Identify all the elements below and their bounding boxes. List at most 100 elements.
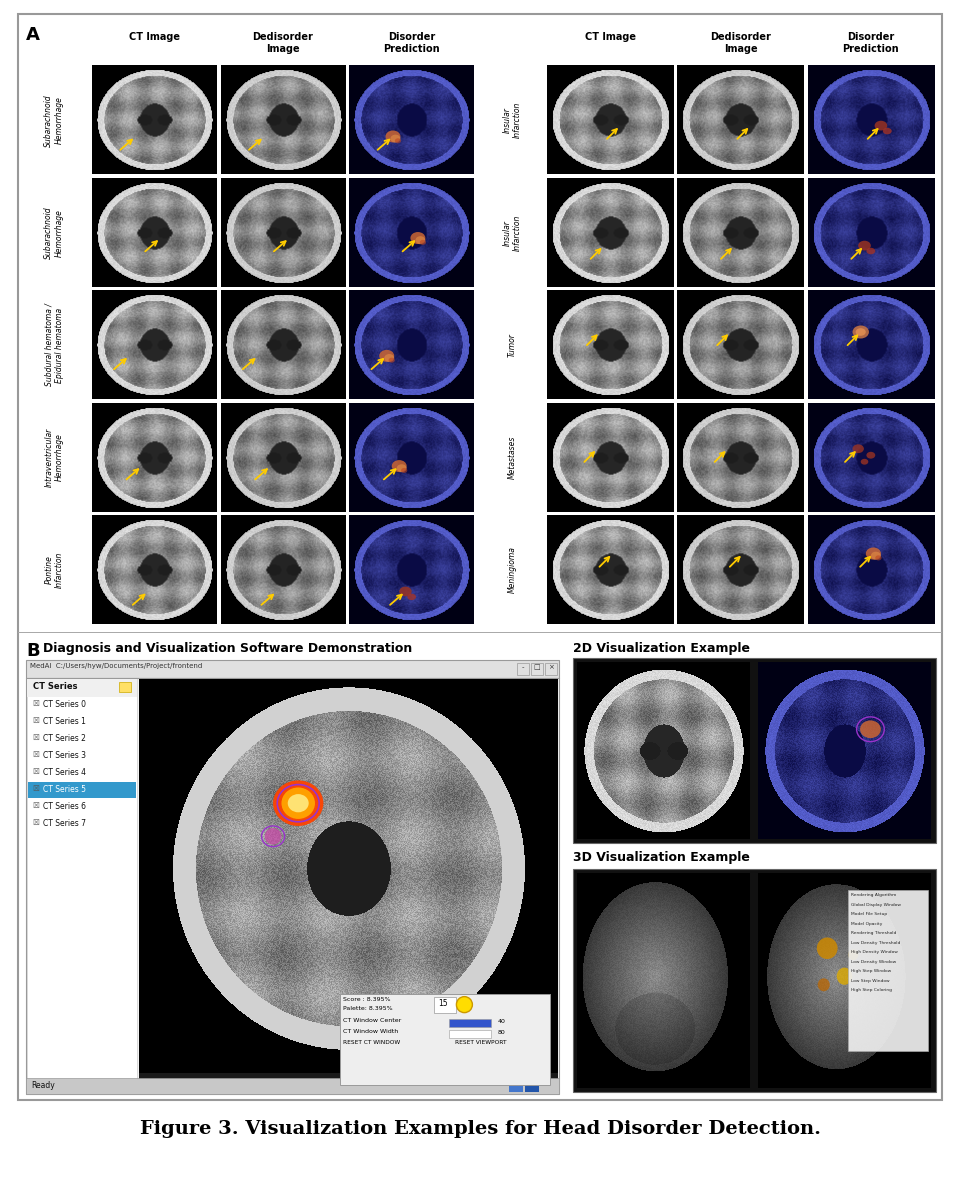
Text: Low Density Threshold: Low Density Threshold bbox=[851, 941, 900, 944]
Text: CT Series 6: CT Series 6 bbox=[43, 802, 86, 811]
Ellipse shape bbox=[837, 967, 852, 985]
Bar bbox=[27, 679, 137, 1093]
Bar bbox=[28, 782, 136, 798]
Text: 2D Visualization Example: 2D Visualization Example bbox=[573, 642, 750, 655]
Text: CT Image: CT Image bbox=[585, 32, 636, 42]
Text: Pontine
Infarction: Pontine Infarction bbox=[44, 552, 63, 588]
Text: 3D: 3D bbox=[532, 1081, 542, 1087]
Text: CT Series 3: CT Series 3 bbox=[43, 751, 86, 760]
Bar bbox=[545, 662, 557, 674]
Ellipse shape bbox=[420, 240, 426, 245]
Bar bbox=[26, 660, 559, 678]
Ellipse shape bbox=[861, 458, 868, 464]
Ellipse shape bbox=[416, 236, 425, 244]
Text: ☒: ☒ bbox=[32, 818, 38, 827]
Text: Rendering Threshold: Rendering Threshold bbox=[851, 931, 897, 935]
Text: A: A bbox=[26, 26, 40, 44]
Text: ⚡: ⚡ bbox=[516, 1081, 521, 1087]
Ellipse shape bbox=[288, 794, 309, 812]
Bar bbox=[139, 679, 558, 1093]
Text: Meningioma: Meningioma bbox=[508, 546, 517, 593]
Text: CT Series 5: CT Series 5 bbox=[43, 785, 86, 794]
Text: Low Step Window: Low Step Window bbox=[851, 979, 890, 983]
Text: CT Series 1: CT Series 1 bbox=[43, 716, 85, 726]
Text: Rendering Algorithm: Rendering Algorithm bbox=[851, 893, 897, 898]
Text: ☒: ☒ bbox=[32, 767, 38, 776]
Ellipse shape bbox=[273, 780, 324, 826]
Ellipse shape bbox=[265, 828, 281, 845]
Bar bbox=[449, 1019, 491, 1027]
Bar bbox=[26, 678, 559, 1094]
Ellipse shape bbox=[379, 350, 395, 362]
Bar bbox=[26, 1078, 559, 1094]
Text: ×: × bbox=[548, 664, 554, 670]
Text: 3D Visualization Example: 3D Visualization Example bbox=[573, 851, 750, 864]
Text: Dedisorder
Image: Dedisorder Image bbox=[710, 32, 771, 54]
Bar bbox=[525, 1080, 539, 1092]
Text: High Step Window: High Step Window bbox=[851, 970, 891, 973]
Text: CT Series 7: CT Series 7 bbox=[43, 818, 86, 828]
Text: Dedisorder
Image: Dedisorder Image bbox=[252, 32, 313, 54]
Ellipse shape bbox=[871, 552, 881, 559]
Bar bbox=[434, 997, 456, 1013]
Text: Subarachnoid
Hemorrhage: Subarachnoid Hemorrhage bbox=[44, 206, 63, 259]
Text: Model Opacity: Model Opacity bbox=[851, 922, 882, 925]
Bar bbox=[517, 662, 529, 674]
Text: CT Window Width: CT Window Width bbox=[343, 1028, 398, 1033]
Text: Insular
Infarction: Insular Infarction bbox=[503, 102, 522, 138]
Text: Low Density Window: Low Density Window bbox=[851, 960, 897, 964]
Ellipse shape bbox=[384, 354, 395, 362]
Bar bbox=[27, 679, 137, 697]
Ellipse shape bbox=[876, 556, 881, 560]
Bar bbox=[509, 1080, 523, 1092]
Ellipse shape bbox=[883, 127, 892, 134]
Bar bbox=[340, 994, 550, 1085]
Ellipse shape bbox=[391, 134, 400, 143]
Bar bbox=[449, 1030, 491, 1038]
Ellipse shape bbox=[401, 468, 407, 473]
Text: ☒: ☒ bbox=[32, 802, 38, 810]
Text: Figure 3. Visualization Examples for Head Disorder Detection.: Figure 3. Visualization Examples for Hea… bbox=[139, 1120, 821, 1138]
Ellipse shape bbox=[867, 247, 876, 254]
Text: CT Series 2: CT Series 2 bbox=[43, 734, 85, 743]
Ellipse shape bbox=[817, 937, 837, 959]
Ellipse shape bbox=[848, 949, 858, 960]
Text: B: B bbox=[26, 642, 39, 660]
Text: Palette: 8.395%: Palette: 8.395% bbox=[343, 1006, 393, 1010]
Text: Diagnosis and Visualization Software Demonstration: Diagnosis and Visualization Software Dem… bbox=[43, 642, 412, 655]
Text: CT Series: CT Series bbox=[33, 682, 78, 691]
Ellipse shape bbox=[875, 121, 887, 131]
Text: Disorder
Prediction: Disorder Prediction bbox=[383, 32, 440, 54]
Text: Tumor: Tumor bbox=[508, 334, 517, 356]
Text: -: - bbox=[521, 664, 524, 670]
Text: CT Image: CT Image bbox=[129, 32, 180, 42]
Text: 80: 80 bbox=[497, 1030, 505, 1034]
Ellipse shape bbox=[866, 547, 881, 559]
Text: ☒: ☒ bbox=[32, 733, 38, 742]
Ellipse shape bbox=[389, 358, 395, 362]
Text: High Step Coloring: High Step Coloring bbox=[851, 989, 892, 992]
Text: Score : 8.395%: Score : 8.395% bbox=[343, 997, 391, 1002]
Ellipse shape bbox=[407, 594, 416, 600]
Text: Subdural hematoma /
Epidural hematoma: Subdural hematoma / Epidural hematoma bbox=[44, 304, 63, 386]
Ellipse shape bbox=[281, 787, 315, 818]
Text: □: □ bbox=[534, 664, 540, 670]
Text: CT Window Center: CT Window Center bbox=[343, 1018, 401, 1022]
Text: RESET CT WINDOW: RESET CT WINDOW bbox=[343, 1039, 400, 1045]
Text: CT Series 4: CT Series 4 bbox=[43, 768, 86, 778]
Bar bbox=[848, 890, 927, 1051]
Text: ☒: ☒ bbox=[32, 784, 38, 793]
Ellipse shape bbox=[867, 452, 876, 458]
Text: Metastases: Metastases bbox=[508, 436, 517, 479]
Text: ☒: ☒ bbox=[32, 750, 38, 758]
Ellipse shape bbox=[852, 444, 864, 454]
Ellipse shape bbox=[392, 460, 407, 472]
Text: High Density Window: High Density Window bbox=[851, 950, 898, 954]
Text: Disorder
Prediction: Disorder Prediction bbox=[843, 32, 900, 54]
Ellipse shape bbox=[386, 131, 400, 143]
Bar bbox=[573, 869, 936, 1092]
Text: Ready: Ready bbox=[31, 1081, 55, 1090]
Ellipse shape bbox=[395, 138, 401, 143]
Ellipse shape bbox=[855, 328, 866, 336]
Text: CT Series 0: CT Series 0 bbox=[43, 700, 86, 709]
